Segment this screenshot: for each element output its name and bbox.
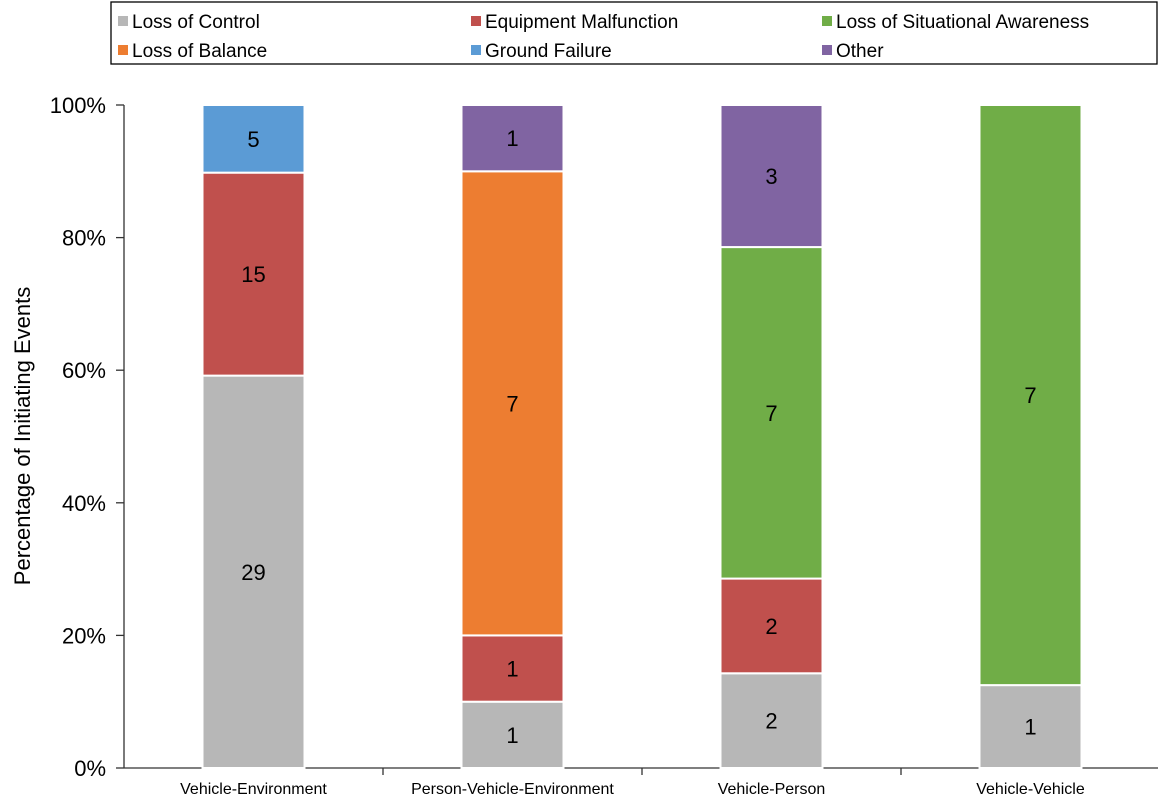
bar-value-label: 2: [765, 614, 777, 639]
x-tick-label: Vehicle-Person: [718, 781, 826, 798]
bar-value-label: 1: [506, 126, 518, 151]
bar-segment: [201, 171, 306, 377]
bar-segment: [719, 104, 824, 249]
legend-swatch: [822, 45, 832, 55]
bar-value-label: 2: [765, 709, 777, 734]
legend-box: [110, 1, 1158, 65]
bar-segment: [978, 104, 1083, 687]
legend-entry: Loss of Balance: [132, 41, 267, 62]
bar-segment: [460, 170, 565, 637]
x-tick-label: Vehicle-Vehicle: [976, 781, 1085, 798]
bar-value-label: 5: [247, 127, 259, 152]
bar-value-label: 1: [506, 723, 518, 748]
bar-segment: [460, 104, 565, 173]
bar-value-label: 3: [765, 164, 777, 189]
x-tick-label: Vehicle-Environment: [180, 781, 327, 798]
legend-entry: Ground Failure: [485, 41, 612, 62]
x-tick-label: Person-Vehicle-Environment: [411, 781, 614, 798]
legend: Loss of Control Equipment Malfunction Loss…: [110, 1, 1158, 65]
bar-segment: [978, 684, 1083, 769]
bar-value-label: 29: [241, 560, 265, 585]
y-tick-label: 40%: [62, 491, 106, 516]
y-tick-label: 20%: [62, 623, 106, 648]
bar-value-label: 15: [241, 262, 265, 287]
bar-segment: [201, 104, 306, 174]
legend-swatch: [471, 45, 481, 55]
bars: 29 15 5 1 1 7 1 2 2 7 3 1 7: [201, 104, 1083, 770]
bar-segment: [719, 246, 824, 580]
legend-swatch: [118, 16, 128, 26]
bar-segment: [719, 577, 824, 675]
y-tick-label: 60%: [62, 358, 106, 383]
legend-entry: Equipment Malfunction: [485, 12, 678, 33]
bar-value-label: 7: [1024, 383, 1036, 408]
bar-segment: [201, 374, 306, 769]
y-tick-label: 80%: [62, 226, 106, 251]
bar-segment: [460, 700, 565, 770]
legend-entry: Loss of Control: [132, 12, 260, 33]
bar-segment: [719, 672, 824, 769]
bar-value-label: 1: [1024, 715, 1036, 740]
bar-value-label: 7: [506, 391, 518, 416]
y-tick-label: 0%: [74, 756, 106, 781]
legend-entry: Other: [836, 41, 884, 62]
legend-swatch: [822, 16, 832, 26]
bar-value-label: 7: [765, 401, 777, 426]
legend-entry: Loss of Situational Awareness: [836, 12, 1089, 33]
bar-segment: [460, 634, 565, 703]
legend-swatch: [471, 16, 481, 26]
bar-value-label: 1: [506, 657, 518, 682]
y-axis-title: Percentage of Initiating Events: [10, 287, 35, 585]
legend-swatch: [118, 45, 128, 55]
y-tick-label: 100%: [50, 93, 106, 118]
